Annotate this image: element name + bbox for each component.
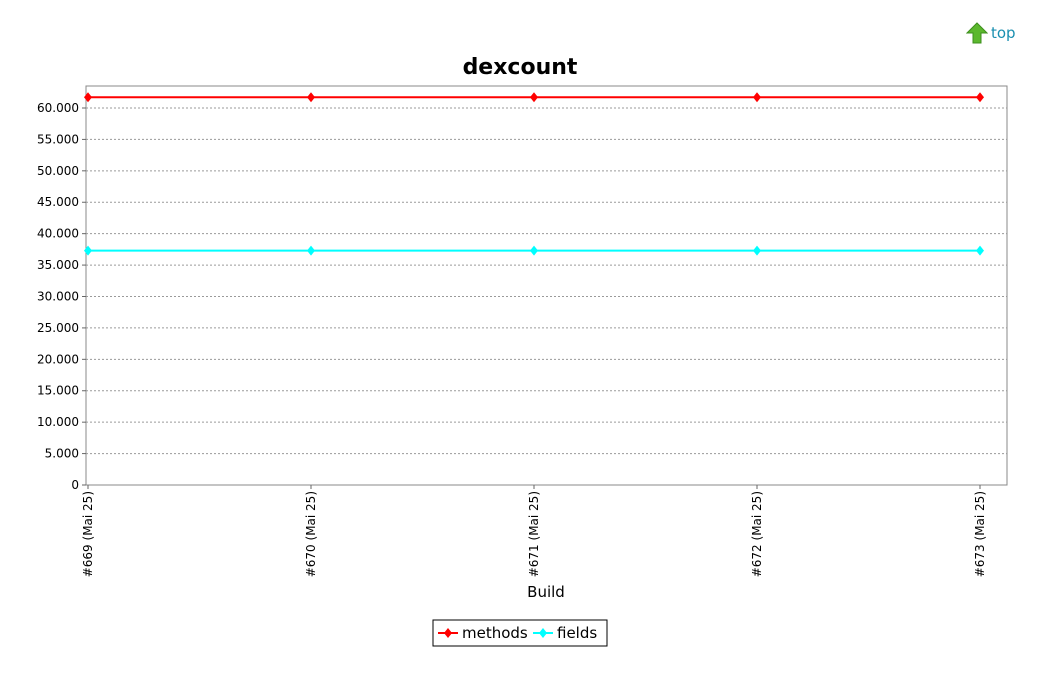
legend: methods fields xyxy=(432,619,608,647)
y-tick-label: 50.000 xyxy=(37,164,79,178)
x-axis-label: Build xyxy=(527,583,565,601)
x-axis: #669 (Mai 25) #670 (Mai 25) #671 (Mai 25) #… xyxy=(81,485,987,577)
y-tick-label: 20.000 xyxy=(37,352,79,366)
top-link-label: top xyxy=(991,24,1016,42)
y-tick-label: 40.000 xyxy=(37,227,79,241)
legend-methods-label: methods xyxy=(462,624,528,642)
y-tick-label: 25.000 xyxy=(37,321,79,335)
y-tick-label: 5.000 xyxy=(45,447,79,461)
y-tick-label: 0 xyxy=(71,478,79,492)
data-point-fields xyxy=(307,245,315,256)
x-tick-label: #673 (Mai 25) xyxy=(973,491,987,577)
chart-title: dexcount xyxy=(463,55,578,80)
x-tick-label: #670 (Mai 25) xyxy=(304,491,318,577)
y-tick-label: 10.000 xyxy=(37,415,79,429)
y-tick-label: 60.000 xyxy=(37,101,79,115)
x-tick-label: #671 (Mai 25) xyxy=(527,491,541,577)
y-tick-label: 30.000 xyxy=(37,289,79,303)
legend-fields-label: fields xyxy=(557,624,597,642)
data-point-methods xyxy=(530,92,538,103)
top-link[interactable]: top xyxy=(966,22,1016,44)
series-layer xyxy=(84,92,984,256)
data-point-methods xyxy=(307,92,315,103)
y-axis: 0 5.000 10.000 15.000 20.000 25.000 30.000 35.0… xyxy=(37,101,86,492)
x-tick-label: #672 (Mai 25) xyxy=(750,491,764,577)
data-point-fields xyxy=(976,245,984,256)
data-point-fields xyxy=(530,245,538,256)
data-point-methods xyxy=(753,92,761,103)
data-point-methods xyxy=(84,92,92,103)
y-tick-label: 55.000 xyxy=(37,132,79,146)
y-tick-label: 45.000 xyxy=(37,195,79,209)
data-point-fields xyxy=(84,245,92,256)
legend-box xyxy=(432,619,608,647)
plot-area xyxy=(85,85,1008,486)
legend-fields-marker xyxy=(539,628,547,638)
grid-layer xyxy=(86,107,1007,455)
data-point-fields xyxy=(753,245,761,256)
y-tick-label: 15.000 xyxy=(37,384,79,398)
x-tick-label: #669 (Mai 25) xyxy=(81,491,95,577)
up-arrow-icon xyxy=(966,22,988,44)
legend-methods-marker xyxy=(444,628,452,638)
data-point-methods xyxy=(976,92,984,103)
y-tick-label: 35.000 xyxy=(37,258,79,272)
